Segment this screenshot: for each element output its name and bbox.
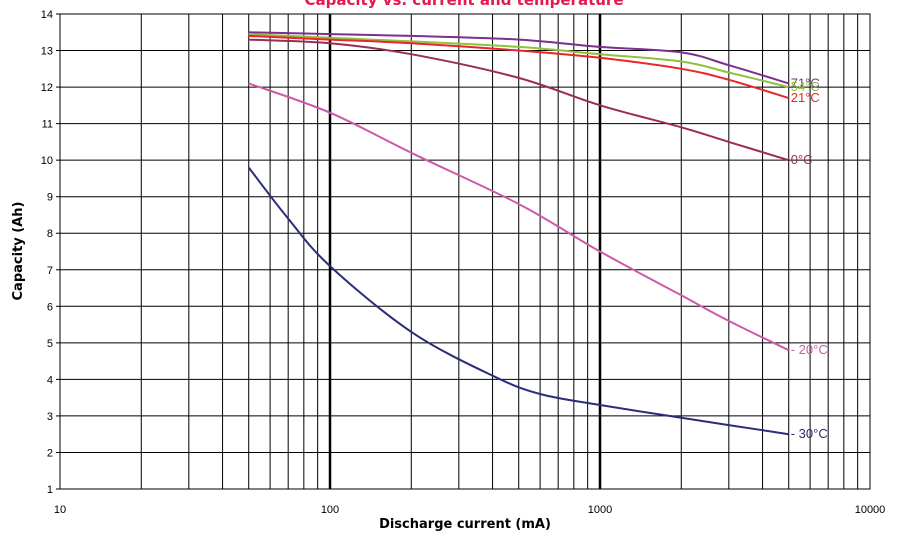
y-tick-label: 9 <box>47 192 53 204</box>
y-tick-label: 2 <box>47 447 53 459</box>
x-tick-label: 10000 <box>855 504 886 516</box>
series-line-0 <box>248 31 789 85</box>
series-label-5: - 30°C <box>791 426 828 441</box>
y-tick-label: 7 <box>47 265 53 277</box>
series-lines <box>247 31 790 436</box>
plot-area <box>59 13 871 490</box>
y-tick-label: 10 <box>41 155 53 167</box>
series-label-0: 71°C <box>791 75 820 90</box>
x-tick-label: 100 <box>321 504 339 516</box>
y-tick-label: 12 <box>41 82 53 94</box>
y-tick-label: 6 <box>47 301 53 313</box>
series-line-2 <box>248 34 789 99</box>
series-label-1: 54°C <box>791 79 820 94</box>
series-line-4 <box>248 82 790 352</box>
y-tick-label: 8 <box>47 228 53 240</box>
x-axis-label: Discharge current (mA) <box>379 517 551 532</box>
y-tick-label: 13 <box>41 46 53 58</box>
y-tick-label: 14 <box>41 9 53 21</box>
y-tick-label: 4 <box>47 374 53 386</box>
x-tick-label: 1000 <box>588 504 612 516</box>
series-label-2: 21°C <box>791 90 820 105</box>
series-label-4: - 20°C <box>791 342 828 357</box>
y-tick-label: 3 <box>47 411 53 423</box>
series-line-5 <box>247 166 789 436</box>
y-tick-label: 1 <box>47 484 53 496</box>
y-axis-label: Capacity (Ah) <box>11 202 26 301</box>
grid <box>60 14 870 489</box>
chart-title: Capacity vs. current and temperature <box>304 0 623 9</box>
series-label-3: 0°C <box>791 152 813 167</box>
series-line-3 <box>248 38 789 162</box>
series-line-1 <box>248 33 789 89</box>
series-labels: 71°C54°C21°C 0°C - 20°C - 30°C <box>791 75 828 441</box>
y-tick-label: 11 <box>42 119 53 131</box>
y-tick-label: 5 <box>47 338 53 350</box>
x-tick-label: 10 <box>54 504 66 516</box>
